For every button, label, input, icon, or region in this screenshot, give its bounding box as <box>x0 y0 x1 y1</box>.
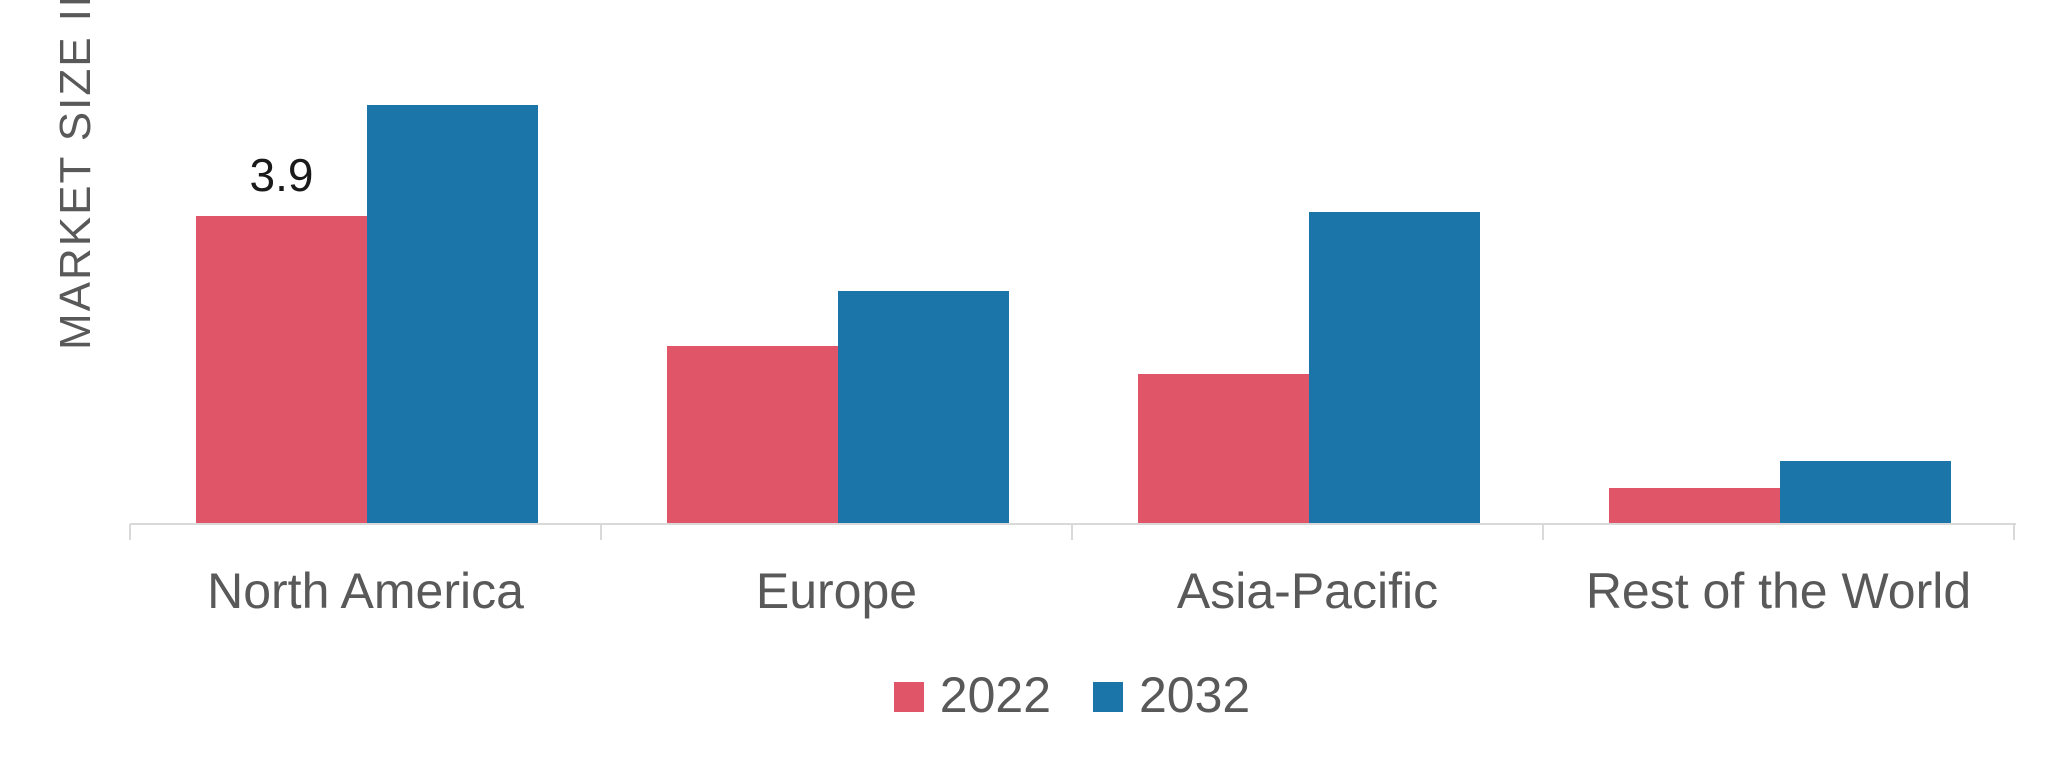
bar-rest-of-the-world-2022 <box>1609 488 1780 524</box>
axis-tick <box>129 524 131 540</box>
legend: 2022 2032 <box>130 667 2014 723</box>
legend-swatch-2032 <box>1093 682 1123 712</box>
legend-swatch-2022 <box>893 682 924 712</box>
axis-tick <box>2013 524 2015 540</box>
bar-north-america-2022 <box>196 216 367 524</box>
x-axis-line <box>130 523 2016 525</box>
bar-value-label: 3.9 <box>249 149 314 201</box>
bar-europe-2022 <box>667 346 838 524</box>
bar-north-america-2032 <box>367 105 538 524</box>
axis-tick <box>1071 524 1073 540</box>
legend-item-2032: 2032 <box>1093 670 1250 720</box>
legend-item-2022: 2022 <box>893 667 1051 723</box>
bar-rest-of-the-world-2032 <box>1780 461 1951 524</box>
bar-europe-2032 <box>838 291 1009 524</box>
x-axis-label-asia-pacific: Asia-Pacific <box>1176 563 1439 619</box>
bar-asia-pacific-2032 <box>1309 212 1480 524</box>
x-axis-label-rest-of-the-world: Rest of the World <box>1585 563 1972 619</box>
axis-tick <box>1542 524 1544 540</box>
axis-tick <box>600 524 602 540</box>
legend-label-2032: 2032 <box>1139 667 1251 723</box>
x-axis-label-north-america: North America <box>207 563 524 619</box>
bar-asia-pacific-2022 <box>1138 374 1309 524</box>
x-axis-label-europe: Europe <box>755 563 918 619</box>
plot-area: 3.9 <box>129 0 2016 540</box>
legend-label-2022: 2022 <box>939 667 1051 723</box>
